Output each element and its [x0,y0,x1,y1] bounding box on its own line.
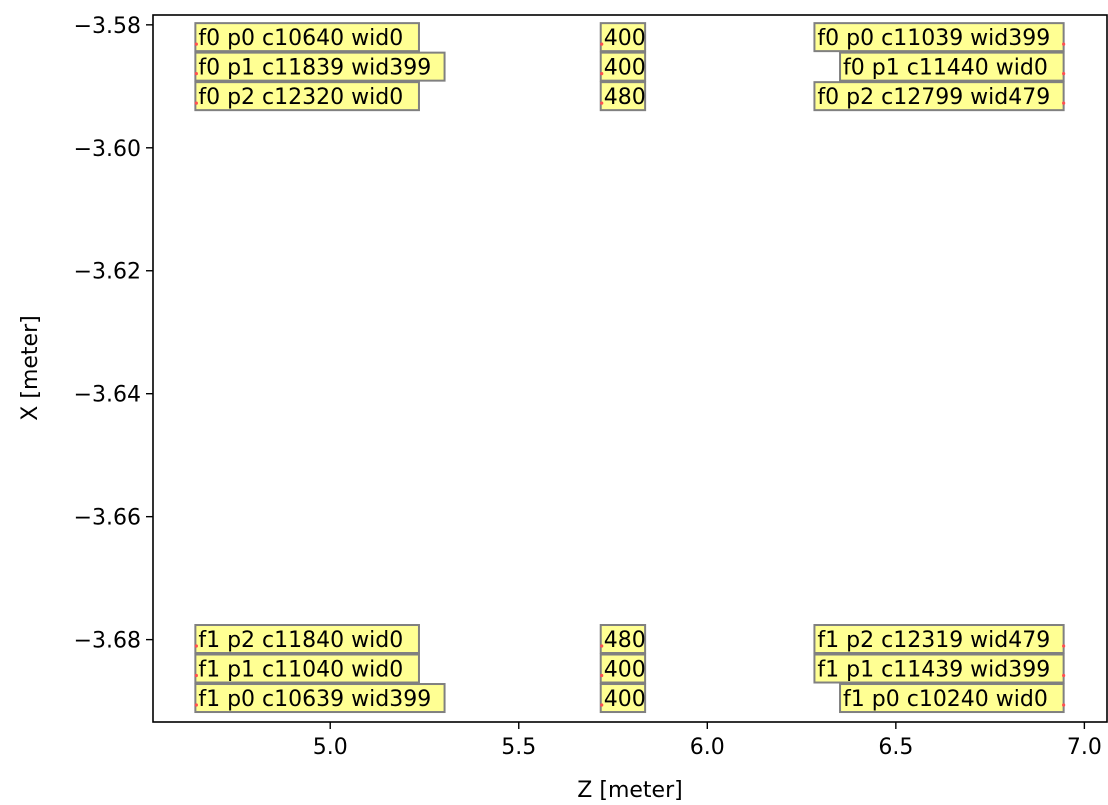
y-tick-label: −3.58 [74,14,141,39]
x-axis-label: Z [meter] [577,778,682,803]
data-point [600,673,604,678]
label-box [599,653,647,684]
data-point [1062,644,1066,648]
point-label: f1 p2 c11840 wid0 [198,628,403,653]
label-box [813,624,1065,655]
data-point [1062,101,1066,105]
data-point [600,703,604,707]
point-label: f0 p0 c11039 wid399 [817,26,1050,51]
data-point [600,644,604,648]
plot-frame [152,14,1108,723]
point-annotation: f0 p1 c11839 wid399 [194,51,446,82]
label-box [194,683,446,714]
label-box [813,22,1065,53]
data-point [600,72,604,76]
data-point [1062,42,1066,46]
point-annotation: f1 p1 c11040 wid0 [194,653,420,684]
point-label: 480 [604,628,646,653]
point-annotation: f1 p2 c11840 wid0 [194,624,420,655]
point-label: f1 p1 c11040 wid0 [198,658,403,683]
point-annotation: 480 [599,624,647,655]
y-axis-label: X [meter] [18,315,43,420]
data-point [600,42,604,46]
point-annotation: f1 p1 c11439 wid399 [813,653,1066,684]
y-tick-label: −3.68 [74,629,141,654]
point-annotation: 400 [599,683,647,714]
y-tick-label: −3.64 [74,383,141,408]
y-tick-label: −3.62 [74,260,141,285]
point-label: f0 p1 c11839 wid399 [198,56,431,81]
x-tick-label: 7.0 [1067,735,1102,760]
data-point [600,101,604,105]
x-tick-label: 5.5 [501,735,536,760]
point-label: f1 p0 c10639 wid399 [198,687,431,712]
data-point [1062,703,1066,707]
point-annotation: 400 [599,22,647,53]
label-box [599,51,647,82]
point-annotation: 400 [599,51,647,82]
point-annotation: f1 p2 c12319 wid479 [813,624,1066,655]
point-label: f0 p2 c12799 wid479 [817,85,1050,110]
point-label: f1 p2 c12319 wid479 [817,628,1050,653]
label-box [813,653,1065,684]
point-annotation: f0 p0 c11039 wid399 [813,22,1066,53]
data-point [194,673,198,678]
data-point [1062,72,1066,76]
y-tick-label: −3.66 [74,506,141,531]
point-label: 400 [604,687,646,712]
x-tick-label: 5.0 [313,735,348,760]
label-box [813,81,1065,112]
label-box [194,22,420,53]
point-label: f0 p1 c11440 wid0 [843,56,1048,81]
point-label: f0 p2 c12320 wid0 [198,85,403,110]
x-axis: 5.0 5.5 6.0 6.5 7.0 [313,722,1102,760]
point-annotation: f0 p2 c12799 wid479 [813,81,1066,112]
data-point [194,644,198,648]
label-box [599,81,647,112]
x-tick-label: 6.5 [878,735,913,760]
data-point [194,703,198,707]
label-box [599,22,647,53]
point-label: f1 p1 c11439 wid399 [817,658,1050,683]
point-label: 400 [604,56,646,81]
label-box [194,653,420,684]
x-tick-label: 6.0 [690,735,725,760]
point-label: 400 [604,658,646,683]
label-box [839,683,1065,714]
y-tick-label: −3.60 [74,137,141,162]
point-annotation: f0 p0 c10640 wid0 [194,22,420,53]
point-label: 400 [604,26,646,51]
label-box [599,624,647,655]
data-point [1062,673,1066,678]
point-annotation: 480 [599,81,647,112]
label-box [194,81,420,112]
label-box [194,51,446,82]
plot-area: f0 p0 c10640 wid0 f0 p1 c11839 wid399 f0 p… [194,22,1066,714]
label-box [839,51,1065,82]
point-annotation: f1 p0 c10240 wid0 [839,683,1066,714]
point-annotation: f1 p0 c10639 wid399 [194,683,446,714]
label-box [599,683,647,714]
data-point [194,72,198,76]
point-label: 480 [604,85,646,110]
data-point [194,42,198,46]
point-annotation: f0 p2 c12320 wid0 [194,81,420,112]
point-annotation: f0 p1 c11440 wid0 [839,51,1066,82]
y-axis: −3.58 −3.60 −3.62 −3.64 −3.66 −3.68 [74,14,153,654]
label-box [194,624,420,655]
point-label: f0 p0 c10640 wid0 [198,26,403,51]
data-point [194,101,198,105]
point-label: f1 p0 c10240 wid0 [843,687,1048,712]
point-annotation: 400 [599,653,647,684]
